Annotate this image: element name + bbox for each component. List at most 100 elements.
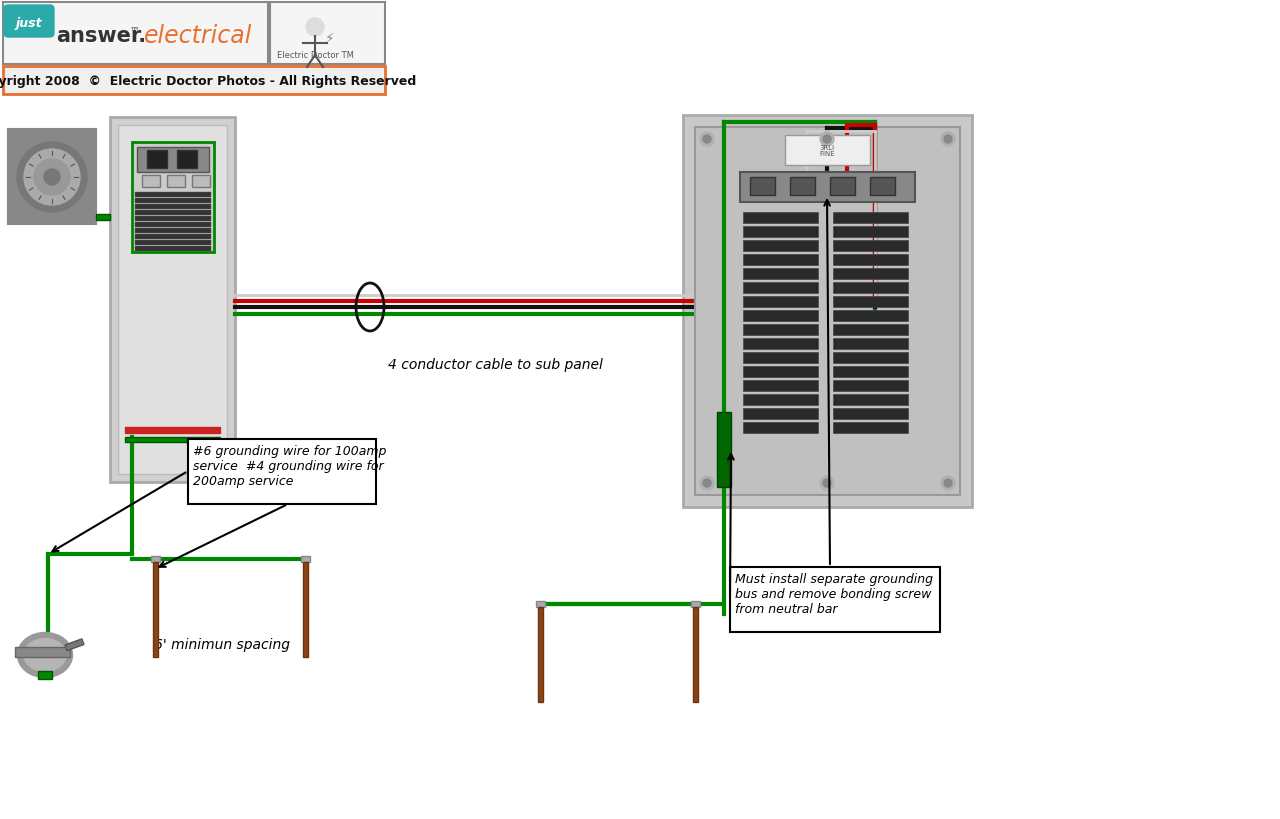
Bar [717,413,731,487]
Bar [742,324,818,336]
Bar [188,440,376,505]
Circle shape [820,477,835,491]
Bar [134,247,211,251]
Text: 4 conductor cable to sub panel: 4 conductor cable to sub panel [388,358,603,372]
Text: Electric Doctor TM: Electric Doctor TM [276,51,353,60]
Bar [750,178,774,196]
Bar [536,601,545,607]
Bar [742,352,818,364]
Bar [691,601,700,607]
Bar [742,395,818,405]
Circle shape [44,170,60,186]
Bar [125,437,220,442]
Bar [65,639,84,651]
Text: 3RLI
FINE: 3RLI FINE [819,144,835,157]
Bar [151,556,160,563]
Bar [118,126,227,474]
Bar [742,381,818,391]
Bar [833,241,908,251]
Bar [134,192,211,197]
Bar [833,352,908,364]
Bar [833,255,908,265]
Bar [730,568,940,632]
Text: answer.: answer. [56,26,146,46]
Circle shape [17,143,87,213]
Bar [742,409,818,419]
Bar [134,235,211,240]
Text: #6 grounding wire for 100amp
service  #4 grounding wire for
200amp service: #6 grounding wire for 100amp service #4 … [193,445,387,487]
Bar [742,255,818,265]
Bar [166,176,186,188]
Bar [134,229,211,233]
Bar [3,67,385,95]
Circle shape [35,160,70,196]
Circle shape [820,133,835,147]
Bar [742,227,818,238]
Circle shape [700,477,714,491]
Bar [692,607,698,702]
Bar [742,269,818,279]
Bar [833,310,908,322]
Bar [833,213,908,224]
Text: Must install separate grounding
bus and remove bonding screw
from neutral bar: Must install separate grounding bus and … [735,572,933,615]
Bar [134,210,211,215]
Text: electrical: electrical [143,24,252,48]
Bar [134,223,211,228]
Bar [833,269,908,279]
Bar [137,147,209,173]
Bar [15,647,70,657]
Circle shape [823,136,831,144]
Text: Copyright 2008  ©  Electric Doctor Photos - All Rights Reserved: Copyright 2008 © Electric Doctor Photos … [0,75,416,88]
Text: 6' minimun spacing: 6' minimun spacing [154,637,291,651]
Bar [192,176,210,188]
Circle shape [823,479,831,487]
Ellipse shape [18,633,73,677]
Bar [134,217,211,222]
Bar [301,556,310,563]
Bar [538,607,543,702]
Circle shape [945,479,952,487]
Bar [833,324,908,336]
Bar [3,3,268,65]
Circle shape [306,19,324,37]
Text: just: just [15,17,42,30]
Bar [96,215,110,221]
Bar [833,423,908,433]
Bar [177,151,197,169]
Bar [870,178,895,196]
Bar [134,241,211,246]
Bar [154,563,157,657]
Bar [134,205,211,210]
Bar [742,423,818,433]
Bar [742,310,818,322]
Bar [695,128,960,495]
Text: ⚡: ⚡ [325,32,335,46]
Bar [742,338,818,350]
Bar [742,241,818,251]
Ellipse shape [24,639,67,672]
Bar [833,338,908,350]
Bar [785,136,870,165]
FancyBboxPatch shape [4,6,54,38]
Bar [742,213,818,224]
Circle shape [945,136,952,144]
Bar [142,176,160,188]
Bar [790,178,815,196]
Bar [742,283,818,294]
Bar [829,178,855,196]
Bar [684,115,972,508]
Bar [134,199,211,204]
Text: ™: ™ [131,25,140,35]
Bar [833,395,908,405]
Bar [833,367,908,378]
Bar [742,367,818,378]
Bar [303,563,308,657]
Bar [8,130,96,224]
Bar [742,296,818,308]
Circle shape [703,479,710,487]
Circle shape [24,150,79,206]
Bar [833,409,908,419]
Bar [132,143,214,253]
Circle shape [941,133,955,147]
Bar [125,428,220,433]
